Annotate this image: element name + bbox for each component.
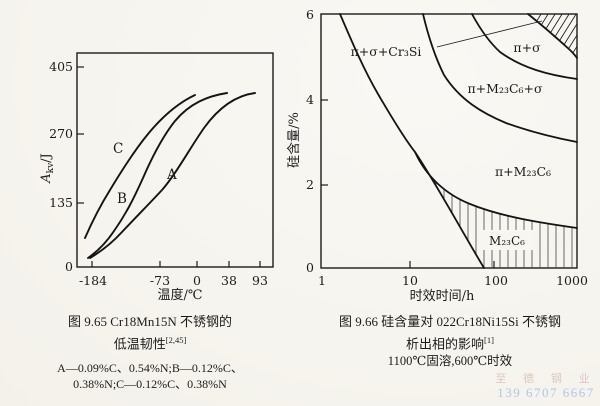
region-label-pi-sigma: π+σ <box>513 40 541 55</box>
hatch-line <box>539 14 577 58</box>
region-label-pi-m23c6: π+M₂₃C₆ <box>495 164 551 179</box>
fig66-caption: 图 9.66 硅含量对 022Cr18Ni15Si 不锈钢 析出相的影响[1] … <box>300 313 600 369</box>
curve-C <box>84 94 196 239</box>
fig65-curves <box>84 92 256 259</box>
hatch-line <box>582 11 600 72</box>
fig65-xtick-0: 0 <box>193 273 201 288</box>
fig65-caption-line1: 图 9.65 Cr18Mn15N 不锈钢的 <box>68 314 232 329</box>
fig66-chart: 6 4 2 0 1 10 100 1000 硅含量/% 时效时间/h π+σ+C… <box>286 7 600 304</box>
fig65-ytick-0: 0 <box>65 259 73 274</box>
fig65-caption-ref: [2,45] <box>165 335 187 345</box>
fig66-y-axis-title: 硅含量/% <box>286 112 302 168</box>
fig66-ytick-0: 0 <box>306 260 314 275</box>
watermark-company: 至 德 钢 业 <box>495 373 597 385</box>
charts-svg: 405 270 135 0 -184 -73 0 38 93 Akv/J 温度/… <box>39 7 600 304</box>
fig66-plot-box <box>320 13 578 269</box>
fig65-caption-line3: A—0.09%C、0.54%N;B—0.12%C、 <box>57 361 243 376</box>
fig65-caption-line4: 0.38%N;C—0.12%C、0.38%N <box>73 377 227 392</box>
fig65-ticks <box>77 66 261 267</box>
watermark: 至 德 钢 业 139 6707 6667 <box>492 372 600 400</box>
fig66-ytick-4: 4 <box>306 92 314 107</box>
fig65-y-axis-title: Akv/J <box>39 153 56 184</box>
hatch-line <box>546 14 577 58</box>
boundary-left <box>339 13 485 269</box>
f65-xtick-93: 93 <box>252 273 268 288</box>
fig65-caption: 图 9.65 Cr18Mn15N 不锈钢的 低温韧性[2,45] A—0.09%… <box>0 313 300 392</box>
fig66-xtick-1: 1 <box>318 273 326 288</box>
m23c6-hatch-region <box>419 152 573 268</box>
fig66-x-axis-title: 时效时间/h <box>410 289 475 304</box>
fig66-ytick-6: 6 <box>306 7 314 22</box>
fig65-caption-line2-text: 低温韧性 <box>113 336 166 352</box>
fig66-caption-line2-text: 析出相的影响 <box>406 336 485 352</box>
fig65-xtick-m73: -73 <box>150 273 170 288</box>
hatch-line <box>560 14 577 58</box>
region-label-pi-sigma-cr3si: π+σ+Cr₃Si <box>351 44 422 59</box>
boundary-pi-sigma <box>471 13 578 80</box>
fig66-caption-ref: [1] <box>484 335 494 345</box>
curve-A <box>89 92 256 259</box>
hatch-line <box>553 14 577 58</box>
curve-B <box>87 92 228 259</box>
fig65-x-axis-title: 温度/℃ <box>158 287 203 303</box>
fig66-curves <box>339 13 578 269</box>
curve-label-A: A <box>166 167 177 183</box>
m23c6-label-backing <box>481 230 533 250</box>
fig65-plot-box <box>76 52 274 268</box>
region-label-m23c6: M₂₃C₆ <box>489 234 525 248</box>
fig66-ytick-2: 2 <box>306 177 314 192</box>
watermark-phone: 139 6707 6667 <box>497 385 595 400</box>
fig66-xtick-100: 100 <box>484 273 508 288</box>
fig65-ytick-405: 405 <box>49 59 73 74</box>
fig66-ticks <box>321 99 495 268</box>
fig66-caption-line2: 析出相的影响[1] <box>300 331 600 353</box>
fig65-xtick-m184: -184 <box>79 273 107 288</box>
fig65-caption-line2: 低温韧性[2,45] <box>0 331 300 353</box>
fig66-xtick-1000: 1000 <box>556 273 588 288</box>
region-label-pi-m23c6-sigma: π+M₂₃C₆+σ <box>467 81 543 96</box>
hatch-line <box>574 14 577 58</box>
fig66-caption-line3: 1100℃固溶,600℃时效 <box>387 354 513 369</box>
boundary-m23c6-top <box>414 151 578 229</box>
cr3si-leader-line <box>436 20 543 48</box>
fig65-xtick-38: 38 <box>221 273 237 288</box>
fig66-xtick-10: 10 <box>402 273 418 288</box>
fig65-ytick-270: 270 <box>49 126 73 141</box>
fig65-ytick-135: 135 <box>49 195 73 210</box>
boundary-cr3si <box>527 13 578 59</box>
hatch-line <box>589 11 600 72</box>
fig65-chart: 405 270 135 0 -184 -73 0 38 93 Akv/J 温度/… <box>39 52 274 303</box>
curve-label-B: B <box>117 191 127 207</box>
curve-label-C: C <box>113 141 123 157</box>
boundary-pi-m23c6-sigma <box>422 13 578 143</box>
fig66-caption-line1: 图 9.66 硅含量对 022Cr18Ni15Si 不锈钢 <box>338 314 562 329</box>
